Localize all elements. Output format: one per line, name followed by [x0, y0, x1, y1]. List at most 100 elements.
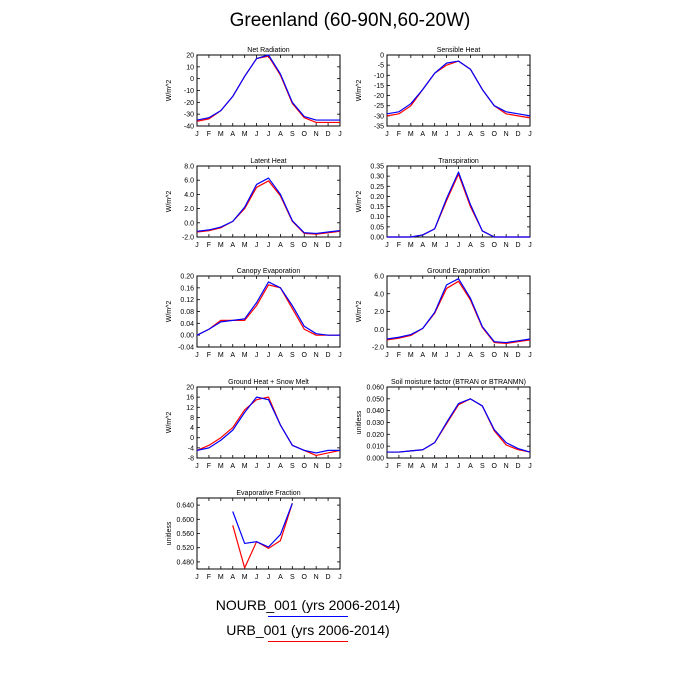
x-tick-label: N [504, 131, 509, 138]
x-tick-label: D [326, 131, 331, 138]
y-tick-label: -10 [184, 88, 194, 95]
x-tick-label: J [457, 131, 461, 138]
x-tick-label: O [492, 242, 498, 249]
y-tick-label: 8.0 [184, 164, 194, 171]
y-tick-label: -25 [374, 103, 384, 110]
y-tick-label: 0.12 [180, 297, 194, 304]
x-tick-label: M [218, 131, 224, 138]
panel-title: Latent Heat [250, 158, 286, 165]
panel-5: Canopy Evaporation 0.20 0.16 0.12 0.08 0.04 0.… [166, 268, 342, 359]
series-line-urb [196, 180, 341, 235]
y-axis-label: W/m^2 [166, 80, 173, 102]
y-tick-label: 0.060 [366, 385, 384, 392]
x-tick-label: N [314, 131, 319, 138]
x-tick-label: J [195, 463, 199, 470]
x-tick-label: D [516, 131, 521, 138]
y-tick-label: 0 [380, 53, 384, 60]
x-tick-label: O [492, 352, 498, 359]
x-tick-label: J [255, 242, 259, 249]
legend-swatch-nourb [268, 616, 348, 617]
series-line-nourb [387, 171, 530, 238]
y-tick-label: 0.20 [180, 274, 194, 281]
x-tick-label: J [445, 352, 449, 359]
y-tick-label: 0 [190, 435, 194, 442]
x-tick-label: J [267, 242, 271, 249]
y-tick-label: 0.030 [366, 420, 384, 427]
x-tick-label: A [468, 131, 473, 138]
y-tick-label: -15 [374, 83, 384, 90]
x-tick-label: A [230, 463, 235, 470]
y-tick-label: -8 [188, 456, 194, 463]
x-tick-label: N [314, 352, 319, 359]
x-tick-label: A [420, 352, 425, 359]
panel-title: Ground Heat + Snow Melt [228, 379, 309, 386]
y-tick-label: 20 [186, 385, 194, 392]
y-tick-label: 0.640 [176, 503, 194, 510]
x-tick-label: F [207, 463, 211, 470]
x-tick-label: J [528, 463, 532, 470]
x-tick-label: J [457, 463, 461, 470]
x-tick-label: J [195, 242, 199, 249]
y-tick-label: 12 [186, 405, 194, 412]
x-tick-label: M [408, 242, 414, 249]
x-tick-label: S [480, 131, 485, 138]
y-tick-label: 20 [186, 53, 194, 60]
x-tick-label: S [290, 352, 295, 359]
x-tick-label: F [397, 463, 401, 470]
y-tick-label: -30 [374, 113, 384, 120]
series-line-nourb [196, 54, 340, 121]
x-tick-label: J [267, 574, 271, 581]
x-tick-label: O [302, 574, 308, 581]
y-tick-label: 4.0 [184, 192, 194, 199]
x-tick-label: M [242, 463, 248, 470]
x-tick-label: O [492, 131, 498, 138]
y-axis-label: W/m^2 [356, 301, 363, 323]
x-tick-label: M [432, 131, 438, 138]
series-line-urb [196, 284, 340, 336]
x-tick-label: F [207, 242, 211, 249]
series-line-urb [386, 280, 531, 345]
x-tick-label: J [255, 463, 259, 470]
x-tick-label: J [195, 131, 199, 138]
plot-frame [196, 54, 341, 127]
x-tick-label: J [338, 463, 342, 470]
x-tick-label: S [480, 242, 485, 249]
series-line-nourb [196, 281, 340, 336]
x-tick-label: J [255, 574, 259, 581]
panel-title: Ground Evaporation [427, 268, 490, 275]
panel-9: Evaporative Fraction 0.640 0.600 0.560 0.520… [166, 490, 342, 581]
x-tick-label: J [457, 242, 461, 249]
y-tick-label: 6.0 [374, 274, 384, 281]
x-tick-label: F [207, 352, 211, 359]
x-tick-label: M [408, 463, 414, 470]
y-tick-label: 0.050 [366, 396, 384, 403]
panel-title: Soil moisture factor (BTRAN or BTRANMN) [391, 379, 526, 386]
y-tick-label: 0.040 [366, 408, 384, 415]
x-tick-label: A [278, 574, 283, 581]
x-tick-label: J [528, 131, 532, 138]
y-tick-label: 0.35 [370, 164, 384, 171]
y-tick-label: 0.600 [176, 517, 194, 524]
x-tick-label: O [492, 463, 498, 470]
x-tick-label: M [242, 352, 248, 359]
panel-title: Net Radiation [247, 47, 290, 54]
panel-title: Sensible Heat [437, 47, 481, 54]
y-tick-label: 0.000 [366, 456, 384, 463]
series-line-nourb [196, 177, 341, 235]
x-tick-label: S [480, 463, 485, 470]
x-tick-label: M [432, 463, 438, 470]
x-tick-label: J [267, 131, 271, 138]
series-line-urb [386, 60, 531, 119]
plot-frame [196, 275, 341, 348]
x-tick-label: D [516, 242, 521, 249]
series-line-nourb [386, 278, 531, 344]
y-tick-label: 0.010 [366, 444, 384, 451]
y-axis-label: W/m^2 [166, 191, 173, 213]
y-tick-label: 6.0 [184, 178, 194, 185]
x-tick-label: J [255, 131, 259, 138]
series-line-nourb [386, 60, 531, 117]
y-axis-label: W/m^2 [356, 80, 363, 102]
panel-4: Transpiration 0.35 0.30 0.25 0.20 0.15 0.10 0.0… [356, 158, 532, 249]
